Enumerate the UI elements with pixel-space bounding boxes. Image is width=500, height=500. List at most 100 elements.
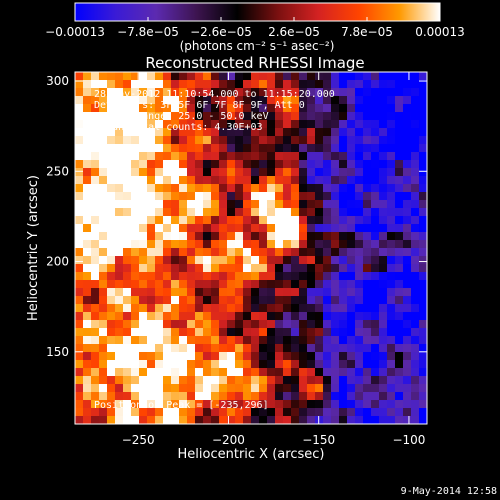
heatmap-cell	[83, 160, 92, 169]
heatmap-cell	[347, 72, 356, 81]
heatmap-cell	[339, 88, 348, 97]
heatmap-cell	[91, 288, 100, 297]
heatmap-cell	[283, 232, 292, 241]
heatmap-cell	[275, 400, 284, 409]
heatmap-cell	[307, 88, 316, 97]
heatmap-cell	[371, 96, 380, 105]
heatmap-cell	[107, 296, 116, 305]
heatmap-cell	[307, 208, 316, 217]
heatmap-cell	[227, 400, 236, 409]
heatmap-cell	[219, 80, 228, 89]
heatmap-cell	[283, 272, 292, 281]
heatmap-cell	[131, 288, 140, 297]
heatmap-cell	[91, 320, 100, 329]
heatmap-cell	[371, 112, 380, 121]
heatmap-cell	[363, 256, 372, 265]
heatmap-cell	[163, 216, 172, 225]
heatmap-cell	[387, 256, 396, 265]
heatmap-cell	[395, 152, 404, 161]
heatmap-cell	[355, 320, 364, 329]
heatmap-cell	[323, 112, 332, 121]
heatmap-cell	[99, 248, 108, 257]
heatmap-cell	[251, 328, 260, 337]
heatmap-cell	[195, 80, 204, 89]
heatmap-cell	[187, 120, 196, 129]
heatmap-cell	[163, 368, 172, 377]
heatmap-cell	[403, 216, 412, 225]
heatmap-cell	[411, 240, 420, 249]
heatmap-cell	[419, 216, 428, 225]
heatmap-cell	[355, 192, 364, 201]
heatmap-cell	[131, 192, 140, 201]
heatmap-cell	[323, 80, 332, 89]
heatmap-cell	[227, 192, 236, 201]
heatmap-cell	[267, 272, 276, 281]
heatmap-cell	[147, 376, 156, 385]
heatmap-cell	[131, 352, 140, 361]
heatmap-cell	[371, 168, 380, 177]
heatmap-cell	[171, 248, 180, 257]
heatmap-cell	[355, 264, 364, 273]
heatmap-cell	[211, 296, 220, 305]
heatmap-cell	[347, 256, 356, 265]
heatmap-cell	[227, 232, 236, 241]
heatmap-cell	[163, 320, 172, 329]
heatmap-cell	[395, 208, 404, 217]
heatmap-cell	[387, 360, 396, 369]
heatmap-cell	[275, 176, 284, 185]
heatmap-cell	[307, 160, 316, 169]
heatmap-cell	[99, 192, 108, 201]
heatmap-cell	[195, 264, 204, 273]
heatmap-cell	[243, 408, 252, 417]
heatmap-cell	[107, 200, 116, 209]
heatmap-cell	[379, 408, 388, 417]
heatmap-cell	[219, 272, 228, 281]
heatmap-cell	[387, 248, 396, 257]
heatmap-cell	[235, 280, 244, 289]
heatmap-cell	[83, 336, 92, 345]
heatmap-cell	[347, 120, 356, 129]
heatmap-cell	[243, 304, 252, 313]
heatmap-cell	[371, 80, 380, 89]
heatmap-cell	[75, 184, 84, 193]
heatmap-cell	[387, 272, 396, 281]
heatmap-cell	[243, 128, 252, 137]
heatmap-cell	[115, 80, 124, 89]
heatmap-cell	[187, 312, 196, 321]
heatmap-cell	[403, 200, 412, 209]
heatmap-cell	[131, 368, 140, 377]
heatmap-cell	[179, 176, 188, 185]
heatmap-cell	[179, 360, 188, 369]
heatmap-cell	[75, 360, 84, 369]
heatmap-cell	[203, 88, 212, 97]
heatmap-cell	[339, 368, 348, 377]
heatmap-cell	[331, 216, 340, 225]
heatmap-cell	[83, 304, 92, 313]
heatmap-cell	[283, 136, 292, 145]
heatmap-cell	[339, 160, 348, 169]
heatmap-cell	[307, 376, 316, 385]
heatmap-cell	[411, 96, 420, 105]
heatmap-cell	[179, 336, 188, 345]
heatmap-cell	[163, 280, 172, 289]
heatmap-cell	[163, 176, 172, 185]
heatmap-cell	[91, 72, 100, 81]
heatmap-cell	[267, 192, 276, 201]
heatmap-cell	[299, 336, 308, 345]
heatmap-cell	[155, 248, 164, 257]
heatmap-cell	[291, 296, 300, 305]
heatmap-cell	[411, 344, 420, 353]
heatmap-cell	[291, 208, 300, 217]
heatmap-cell	[123, 184, 132, 193]
y-axis-label: Heliocentric Y (arcsec)	[26, 175, 41, 321]
heatmap-cell	[411, 176, 420, 185]
heatmap-cell	[123, 320, 132, 329]
heatmap-cell	[235, 192, 244, 201]
heatmap-cell	[203, 376, 212, 385]
heatmap-cell	[419, 248, 428, 257]
heatmap-cell	[171, 416, 180, 425]
heatmap-cell	[419, 152, 428, 161]
heatmap-cell	[227, 360, 236, 369]
heatmap-cell	[123, 152, 132, 161]
heatmap-cell	[387, 160, 396, 169]
